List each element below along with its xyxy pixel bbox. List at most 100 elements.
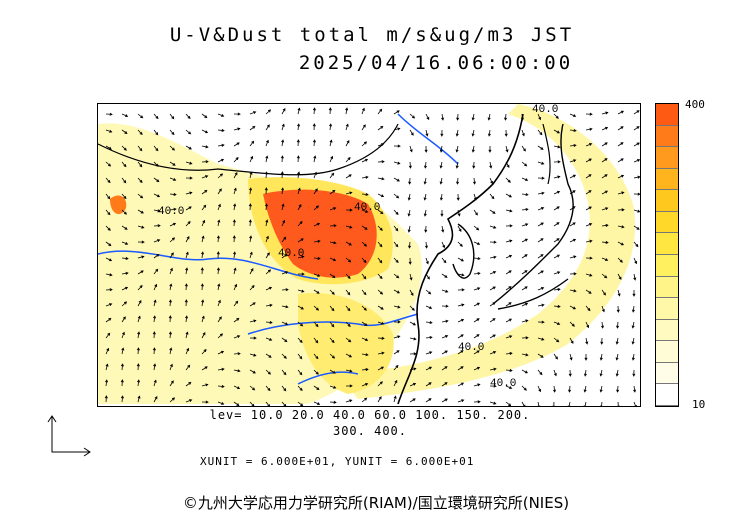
- wind-arrow: [169, 363, 173, 371]
- wind-arrow: [345, 174, 352, 179]
- wind-arrow: [393, 364, 399, 371]
- wind-arrow: [617, 273, 622, 280]
- wind-arrow: [249, 268, 254, 275]
- wind-arrow: [217, 128, 225, 132]
- wind-arrow: [377, 193, 385, 198]
- wind-arrow: [377, 289, 384, 295]
- wind-arrow: [201, 400, 209, 404]
- wind-arrow: [201, 129, 209, 134]
- wind-arrow: [136, 363, 140, 371]
- wind-arrow: [504, 129, 508, 137]
- wind-arrow: [521, 401, 526, 406]
- wind-arrow: [153, 129, 159, 136]
- wind-arrow: [473, 350, 480, 355]
- wind-arrow: [489, 351, 497, 355]
- dust-region-heavy: [263, 189, 377, 278]
- wind-arrow: [249, 284, 255, 291]
- wind-arrow: [584, 353, 588, 361]
- wind-arrow: [168, 299, 172, 307]
- wind-arrow: [553, 175, 561, 179]
- wind-arrow: [233, 317, 240, 323]
- wind-arrow: [137, 209, 144, 214]
- wind-arrow: [553, 321, 561, 325]
- wind-arrow: [489, 401, 497, 405]
- wind-arrow: [471, 113, 475, 121]
- wind-arrow: [521, 207, 529, 212]
- wind-arrow: [201, 189, 208, 195]
- wind-arrow: [471, 145, 475, 153]
- wind-arrow: [169, 267, 173, 275]
- wind-arrow: [249, 251, 253, 259]
- wind-arrow: [121, 193, 127, 200]
- wind-arrow: [185, 161, 193, 165]
- wind-arrow: [345, 305, 351, 312]
- wind-arrow: [631, 321, 635, 329]
- wind-arrow: [249, 385, 256, 391]
- wind-arrow: [377, 273, 383, 280]
- wind-arrow: [633, 126, 640, 131]
- wind-arrow: [441, 225, 445, 233]
- wind-arrow: [201, 160, 209, 164]
- wind-arrow: [439, 145, 443, 153]
- wind-arrow: [233, 401, 240, 406]
- wind-arrow: [345, 257, 352, 263]
- wind-arrow: [473, 225, 480, 231]
- colorbar-band: [656, 276, 678, 299]
- wind-arrow: [280, 155, 284, 163]
- wind-arrow: [537, 191, 545, 195]
- wind-arrow: [216, 267, 220, 275]
- wind-arrow: [441, 241, 446, 249]
- wind-arrow: [616, 321, 620, 329]
- border-line: [98, 123, 399, 176]
- contour-label: 40.0: [532, 104, 558, 116]
- wind-arrow: [537, 161, 545, 165]
- wind-arrow: [345, 140, 350, 147]
- wind-arrow: [232, 235, 236, 243]
- wind-arrow: [521, 319, 529, 323]
- wind-arrow: [569, 143, 577, 148]
- wind-arrow: [585, 112, 593, 116]
- wind-arrow: [121, 316, 126, 323]
- wind-arrow: [233, 335, 241, 339]
- wind-arrow: [553, 206, 560, 211]
- wind-arrow: [185, 191, 193, 195]
- wind-arrow: [489, 240, 497, 244]
- wind-arrow: [489, 367, 497, 371]
- wind-arrow: [217, 401, 225, 405]
- wind-arrow: [455, 161, 459, 169]
- wind-arrow: [407, 193, 411, 201]
- wind-arrow: [569, 159, 577, 163]
- wind-arrow: [297, 385, 303, 391]
- wind-arrow: [408, 241, 412, 249]
- wind-arrow: [281, 203, 285, 211]
- wind-arrow: [425, 382, 432, 387]
- wind-arrow: [409, 382, 417, 387]
- wind-arrow: [233, 300, 239, 307]
- river: [397, 113, 459, 165]
- wind-arrow: [201, 145, 209, 149]
- wind-arrow: [599, 369, 603, 377]
- coastline-korea: [452, 223, 475, 279]
- wind-arrow: [537, 401, 541, 406]
- wind-arrow: [521, 336, 529, 340]
- wind-arrow: [265, 385, 271, 392]
- wind-arrow: [521, 145, 526, 152]
- wind-arrow: [280, 187, 285, 195]
- wind-arrow: [153, 379, 157, 387]
- wind-arrow: [569, 321, 575, 327]
- wind-arrow: [537, 369, 543, 376]
- wind-arrow: [313, 155, 317, 163]
- wind-arrow: [361, 175, 369, 179]
- dust-map: 40.0 40.0 40.0 40.0 40.0 40.0: [97, 103, 641, 407]
- wind-arrow: [537, 222, 544, 227]
- wind-arrow: [585, 256, 593, 260]
- colorbar-band: [656, 362, 678, 385]
- colorbar-band: [656, 341, 678, 363]
- wind-arrow: [281, 288, 289, 292]
- wind-arrow: [425, 320, 433, 325]
- wind-arrow: [455, 129, 459, 137]
- wind-arrow: [569, 113, 577, 117]
- wind-arrow: [601, 240, 609, 244]
- wind-arrow: [217, 188, 222, 195]
- wind-arrow: [152, 347, 156, 355]
